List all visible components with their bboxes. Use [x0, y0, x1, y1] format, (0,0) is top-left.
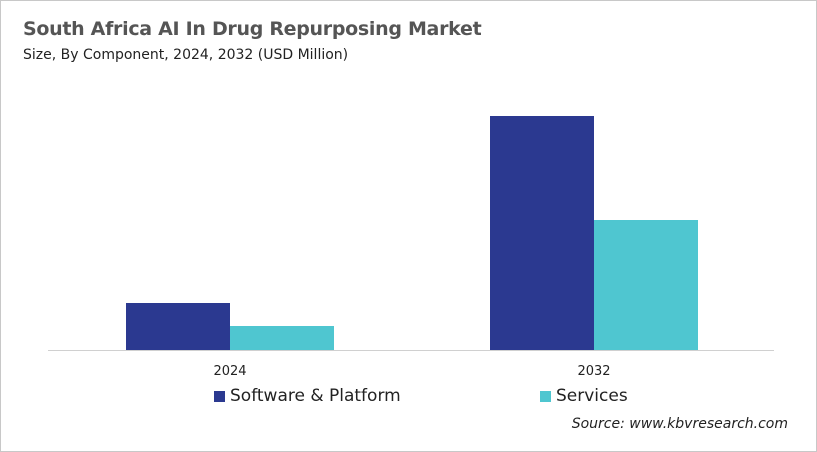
- bar-software-platform-2024: [126, 303, 230, 350]
- chart-title: South Africa AI In Drug Repurposing Mark…: [23, 18, 482, 40]
- bar-services-2024: [230, 326, 334, 350]
- legend-label: Services: [556, 386, 628, 406]
- legend-swatch-services: [540, 390, 551, 402]
- bar-software-platform-2032: [490, 116, 594, 350]
- legend-label: Software & Platform: [230, 386, 401, 406]
- legend-item-services: Services: [540, 386, 628, 406]
- chart-subtitle: Size, By Component, 2024, 2032 (USD Mill…: [23, 47, 349, 63]
- legend-item-software-platform: Software & Platform: [214, 386, 401, 406]
- bar-services-2032: [594, 220, 698, 350]
- x-tick-label: 2024: [213, 364, 246, 379]
- source-note: Source: www.kbvresearch.com: [571, 416, 788, 432]
- x-tick-label: 2032: [577, 364, 610, 379]
- legend-swatch-software-platform: [214, 390, 225, 402]
